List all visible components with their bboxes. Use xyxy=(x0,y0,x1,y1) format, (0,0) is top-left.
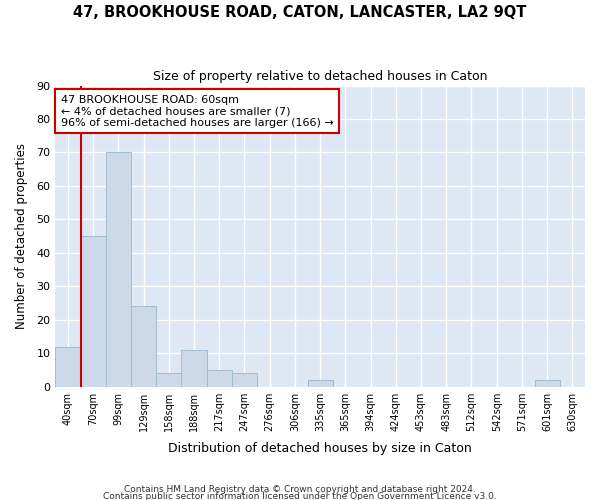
Bar xyxy=(181,350,206,387)
Text: 47 BROOKHOUSE ROAD: 60sqm
← 4% of detached houses are smaller (7)
96% of semi-de: 47 BROOKHOUSE ROAD: 60sqm ← 4% of detach… xyxy=(61,94,334,128)
Bar xyxy=(106,152,131,386)
Bar xyxy=(308,380,333,386)
Bar xyxy=(55,346,80,387)
Bar xyxy=(131,306,156,386)
Bar xyxy=(156,374,181,386)
Y-axis label: Number of detached properties: Number of detached properties xyxy=(15,143,28,329)
Bar xyxy=(535,380,560,386)
Text: Contains public sector information licensed under the Open Government Licence v3: Contains public sector information licen… xyxy=(103,492,497,500)
X-axis label: Distribution of detached houses by size in Caton: Distribution of detached houses by size … xyxy=(168,442,472,455)
Bar xyxy=(232,374,257,386)
Text: 47, BROOKHOUSE ROAD, CATON, LANCASTER, LA2 9QT: 47, BROOKHOUSE ROAD, CATON, LANCASTER, L… xyxy=(73,5,527,20)
Text: Contains HM Land Registry data © Crown copyright and database right 2024.: Contains HM Land Registry data © Crown c… xyxy=(124,486,476,494)
Bar xyxy=(80,236,106,386)
Bar xyxy=(206,370,232,386)
Title: Size of property relative to detached houses in Caton: Size of property relative to detached ho… xyxy=(153,70,487,83)
